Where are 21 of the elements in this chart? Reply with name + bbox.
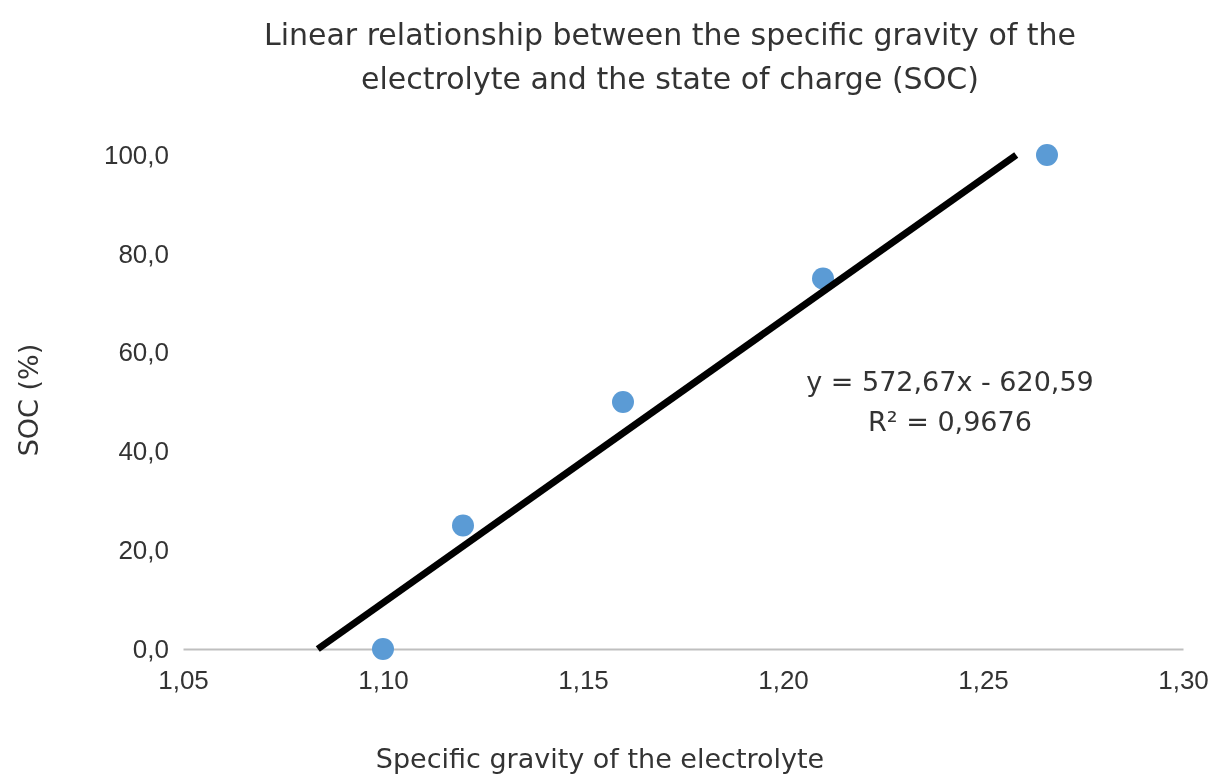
annotation: y = 572,67x - 620,59 bbox=[806, 366, 1094, 397]
y-tick-label: 60,0 bbox=[118, 337, 169, 368]
x-tick-label: 1,30 bbox=[1158, 665, 1209, 696]
x-axis-title: Specific gravity of the electrolyte bbox=[375, 743, 825, 774]
y-tick-label: 100,0 bbox=[103, 139, 169, 170]
point bbox=[612, 391, 634, 413]
point bbox=[1036, 144, 1058, 166]
y-tick-label: 20,0 bbox=[118, 535, 169, 566]
x-tick-label: 1,20 bbox=[758, 665, 809, 696]
y-tick-label: 80,0 bbox=[118, 238, 169, 269]
x-tick-label: 1,15 bbox=[558, 665, 609, 696]
x-tick-label: 1,25 bbox=[958, 665, 1009, 696]
y-tick-label: 40,0 bbox=[118, 436, 169, 467]
point bbox=[372, 638, 394, 660]
point bbox=[452, 514, 474, 537]
chart-title: Linear relationship between the specific gravity of the electrolyte and the state of charge (SOC) bbox=[263, 17, 1077, 96]
x-tick-label: 1,10 bbox=[358, 665, 409, 696]
y-axis-title: SOC (%) bbox=[13, 343, 44, 457]
x-tick-label: 1,05 bbox=[158, 665, 209, 696]
y-tick-label: 0,0 bbox=[132, 633, 169, 664]
annotation: R² = 0,9676 bbox=[868, 406, 1032, 437]
